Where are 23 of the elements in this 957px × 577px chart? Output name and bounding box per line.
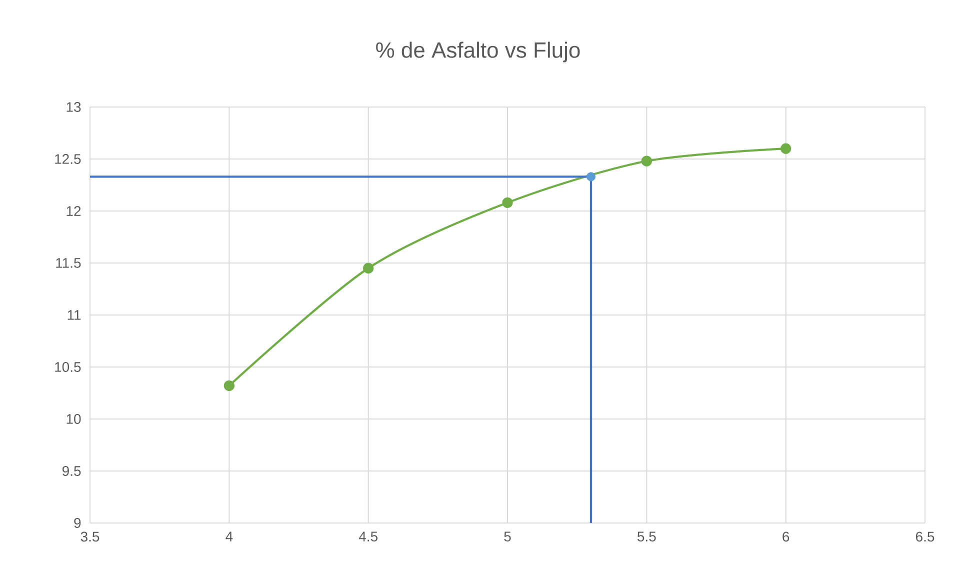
y-tick-label: 9 xyxy=(74,518,81,528)
point xyxy=(363,262,374,274)
x-tick-label: 5.5 xyxy=(638,532,656,542)
x-tick-label: 4 xyxy=(226,532,233,542)
y-tick-label: 10.5 xyxy=(55,362,81,372)
y-tick-label: 12 xyxy=(66,206,81,216)
x-tick-label: 5 xyxy=(504,532,511,542)
point xyxy=(641,156,652,166)
y-tick-label: 12.5 xyxy=(55,154,81,164)
point xyxy=(780,143,792,154)
x-tick-label: 3.5 xyxy=(80,532,100,542)
y-tick-label: 11.5 xyxy=(56,258,81,268)
x-tick-label: 6 xyxy=(782,532,790,542)
y-tick-label: 9.5 xyxy=(62,466,81,476)
point xyxy=(502,197,513,208)
y-tick-label: 10 xyxy=(66,414,81,424)
point xyxy=(586,172,596,182)
x-tick-label: 6.5 xyxy=(916,532,934,542)
point xyxy=(224,380,235,392)
y-tick-label: 13 xyxy=(66,102,81,112)
x-tick-label: 4.5 xyxy=(358,532,378,542)
chart-title: % de Asfalto vs Flujo xyxy=(376,42,580,62)
y-tick-label: 11 xyxy=(68,310,81,320)
